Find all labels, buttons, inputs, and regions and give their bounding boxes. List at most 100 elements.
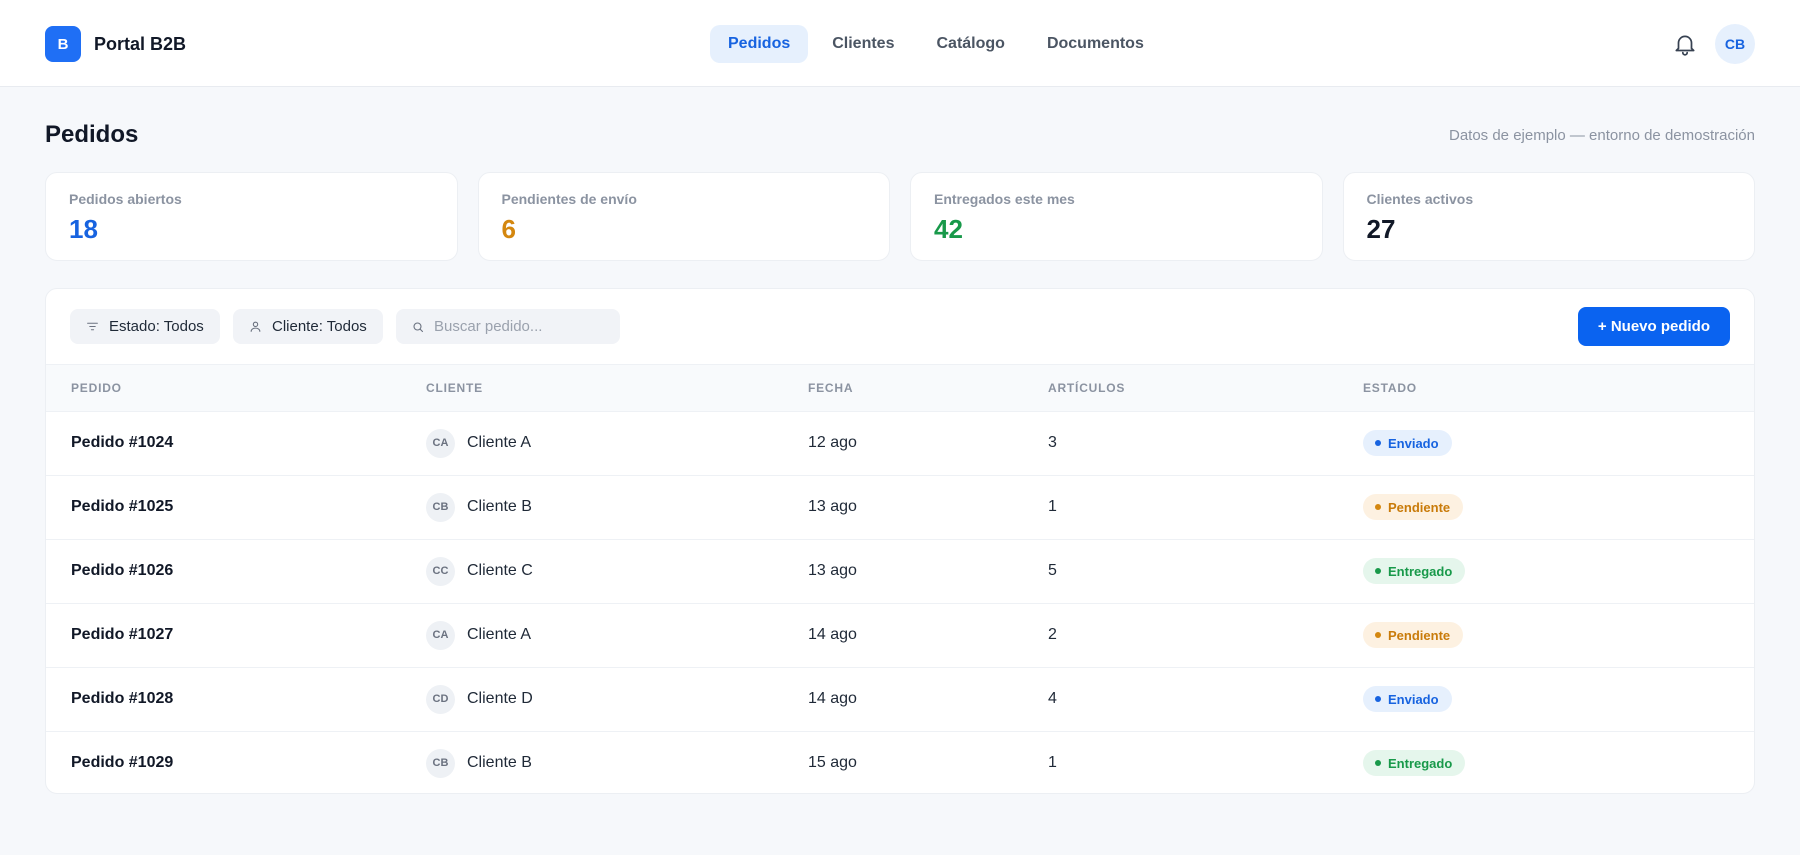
stat-card-open-orders: Pedidos abiertos 18 [45,172,458,261]
order-id[interactable]: Pedido #1026 [46,539,426,604]
status-label: Pendiente [1388,499,1451,515]
client-filter-button[interactable]: Cliente: Todos [233,309,383,344]
table-row[interactable]: Pedido #1024 CA Cliente A 12 ago 3 Enviado [46,411,1754,476]
table-row[interactable]: Pedido #1027 CA Cliente A 14 ago 2 Pendiente [46,603,1754,668]
status-dot [1375,760,1381,767]
status-badge: Entregado [1363,558,1466,584]
client-avatar: CB [426,748,455,778]
client-cell: CB Cliente B [426,475,808,540]
filter-icon [87,322,98,331]
order-id[interactable]: Pedido #1025 [46,475,426,540]
column-header-items[interactable]: ARTÍCULOS [1048,365,1363,412]
brand[interactable]: B Portal B2B [45,26,186,62]
client-name: Cliente A [467,434,532,451]
table-row[interactable]: Pedido #1026 CC Cliente C 13 ago 5 Entregado [46,539,1754,604]
nav-item-documentos[interactable]: Documentos [1046,35,1144,52]
status-dot [1375,632,1381,638]
status-cell: Pendiente [1363,475,1754,540]
status-badge: Enviado [1363,430,1452,456]
table-row[interactable]: Pedido #1028 CD Cliente D 14 ago 4 Enviado [46,667,1754,732]
client-avatar: CB [426,492,455,522]
stat-value: 27 [1366,214,1396,244]
order-id[interactable]: Pedido #1029 [71,754,174,772]
new-order-button[interactable]: + Nuevo pedido [1577,307,1730,346]
column-header-status[interactable]: ESTADO [1363,365,1754,412]
order-date: 13 ago [808,539,1048,604]
item-count: 2 [1048,603,1363,668]
order-id[interactable]: Pedido #1027 [46,603,426,668]
stats-row: Pedidos abiertos 18 Pendientes de envío … [45,172,1755,261]
status-badge: Entregado [1363,750,1466,777]
status-filter-label: Estado: Todos [109,318,204,335]
nav-item-catalogo[interactable]: Catálogo [936,35,1005,52]
bell-icon[interactable] [1672,31,1698,57]
order-date: 15 ago [808,754,857,772]
top-bar: B Portal B2B Pedidos Clientes Catálogo D… [0,0,1800,87]
status-cell: Entregado [1363,539,1754,604]
stat-value: 42 [934,214,963,244]
status-cell: Pendiente [1363,603,1754,668]
stat-card-active-clients: Clientes activos 27 [1342,172,1755,261]
nav-item-clientes[interactable]: Clientes [832,35,895,52]
status-label: Entregado [1388,755,1453,771]
table-row[interactable]: Pedido #1029 CB Cliente B 15 ago 1 Entregado [46,731,1754,793]
search-icon [413,321,424,332]
search-box[interactable] [396,309,620,344]
order-id[interactable]: Pedido #1028 [46,667,426,732]
item-count: 3 [1048,411,1363,476]
client-avatar: CA [426,620,455,650]
stat-card-pending-shipping: Pendientes de envío 6 [477,172,890,261]
stat-label: Pendientes de envío [501,191,637,207]
status-label: Enviado [1388,691,1439,707]
app-name: Portal B2B [94,33,187,54]
order-date: 14 ago [808,667,1048,732]
item-count: 1 [1048,475,1363,540]
status-label: Entregado [1388,563,1453,579]
page-title: Pedidos [45,121,139,148]
client-filter-label: Cliente: Todos [272,318,367,335]
nav-item-pedidos[interactable]: Pedidos [710,25,809,63]
status-cell: Entregado [1363,731,1754,793]
client-name: Cliente B [467,754,532,772]
status-badge: Enviado [1363,686,1452,712]
client-name: Cliente A [467,626,532,643]
orders-toolbar: Estado: Todos Cliente: Todos + Nuevo ped… [46,289,1754,365]
client-cell: CB Cliente B [426,731,808,793]
stat-value: 6 [501,214,516,244]
item-count: 5 [1048,539,1363,604]
column-header-order[interactable]: PEDIDO [46,365,426,412]
stat-label: Clientes activos [1366,191,1474,207]
client-name: Cliente C [467,562,533,579]
table-row[interactable]: Pedido #1025 CB Cliente B 13 ago 1 Pendiente [46,475,1754,540]
client-cell: CD Cliente D [426,667,808,732]
status-badge: Pendiente [1363,494,1464,520]
client-avatar: CC [426,556,455,586]
main-nav: Pedidos Clientes Catálogo Documentos [710,25,1162,63]
status-label: Enviado [1388,435,1439,451]
client-avatar: CA [426,428,455,458]
order-date: 12 ago [808,411,1048,476]
client-cell: CA Cliente A [426,603,808,668]
order-id[interactable]: Pedido #1024 [46,411,426,476]
status-dot [1375,440,1381,446]
status-dot [1375,568,1381,574]
stat-card-delivered-month: Entregados este mes 42 [910,172,1323,261]
status-dot [1375,504,1381,510]
column-header-date[interactable]: FECHA [808,365,1048,412]
user-icon [250,321,261,332]
status-filter-button[interactable]: Estado: Todos [70,309,220,344]
client-name: Cliente D [467,690,533,707]
stat-value: 18 [69,214,98,244]
client-name: Cliente B [467,498,532,515]
stat-label: Entregados este mes [934,191,1075,207]
column-header-client[interactable]: CLIENTE [426,365,808,412]
table-header-row: PEDIDO CLIENTE FECHA ARTÍCULOS ESTADO [46,365,1754,412]
brand-logo: B [45,26,81,62]
client-avatar: CD [426,684,455,714]
order-date: 13 ago [808,475,1048,540]
search-input[interactable] [434,318,604,335]
user-avatar[interactable]: CB [1715,24,1755,64]
item-count: 1 [1048,754,1057,772]
stat-label: Pedidos abiertos [69,191,182,207]
client-cell: CC Cliente C [426,539,808,604]
